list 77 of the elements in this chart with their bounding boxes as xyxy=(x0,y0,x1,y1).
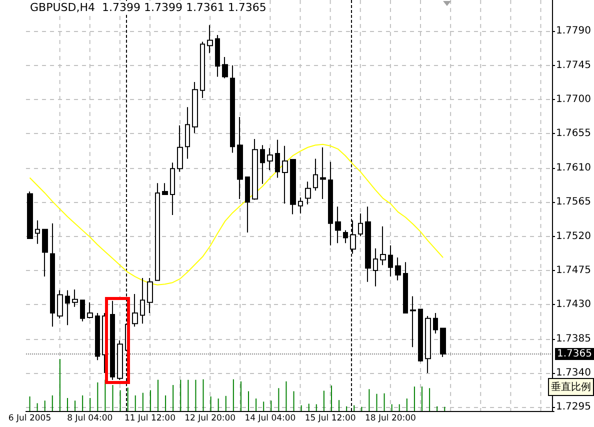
candlestick xyxy=(433,312,438,334)
y-tick-label: 1.7790 xyxy=(556,26,592,37)
candlestick xyxy=(410,296,416,348)
candlestick xyxy=(185,106,190,160)
chart-title: GBPUSD,H4 1.7399 1.7399 1.7361 1.7365 xyxy=(30,1,266,14)
candlestick xyxy=(132,294,138,328)
candlestick xyxy=(403,262,408,314)
candlestick xyxy=(252,138,258,200)
candlestick xyxy=(87,302,93,319)
candlestick xyxy=(192,82,198,134)
annotation: 垂直比例 xyxy=(548,378,594,396)
candlestick xyxy=(343,230,348,244)
x-tick-label: 8 Jul 04:00 xyxy=(67,414,113,424)
x-tick-label: 11 Jul 12:00 xyxy=(124,414,176,424)
candlestick xyxy=(140,278,145,324)
candlestick xyxy=(42,228,48,278)
candlestick xyxy=(72,288,78,308)
y-tick-label: 1.7475 xyxy=(556,264,592,276)
candlestick xyxy=(110,300,115,380)
candlestick xyxy=(27,190,33,240)
candlestick xyxy=(155,182,160,281)
x-tick-label: 18 Jul 20:00 xyxy=(364,414,416,424)
y-tick-label: 1.7610 xyxy=(556,162,592,174)
candlestick xyxy=(117,340,123,380)
ref-line-label: 1.7365 xyxy=(557,348,592,360)
candlestick xyxy=(335,206,341,244)
y-tick-label: 1.7430 xyxy=(556,299,592,310)
candlestick xyxy=(282,145,288,204)
candlestick xyxy=(267,148,273,171)
candlestick xyxy=(215,34,220,78)
candlestick xyxy=(380,226,386,266)
candlestick xyxy=(207,24,213,54)
candlestick xyxy=(80,300,85,322)
candlestick xyxy=(65,290,70,326)
candlestick xyxy=(328,161,333,246)
candlestick xyxy=(35,220,40,244)
y-tick-label: 1.7520 xyxy=(556,230,592,242)
candlestick xyxy=(358,212,363,237)
candlestick xyxy=(230,64,235,154)
y-tick-label: 1.7295 xyxy=(556,402,592,413)
candlestick xyxy=(365,206,371,282)
candlestick xyxy=(350,220,356,254)
candlestick xyxy=(162,182,168,195)
candlestick xyxy=(147,278,153,314)
candlestick xyxy=(440,328,446,358)
candlestick xyxy=(373,248,378,287)
candlestick xyxy=(313,158,318,192)
candlestick xyxy=(177,124,183,172)
candlestick xyxy=(200,41,205,98)
candlestick xyxy=(298,197,303,214)
x-tick-label: 14 Jul 04:00 xyxy=(244,414,296,424)
candlestick xyxy=(320,146,326,200)
candlestick xyxy=(170,162,175,216)
x-tick-label: 12 Jul 20:00 xyxy=(184,414,236,424)
candlestick xyxy=(418,308,423,362)
candlestick xyxy=(275,139,280,178)
candlestick xyxy=(395,257,401,281)
candlestick xyxy=(388,244,393,278)
y-tick-label: 1.7745 xyxy=(556,60,592,71)
y-tick-label: 1.7340 xyxy=(556,368,592,379)
candlestick xyxy=(237,116,243,200)
candlestick xyxy=(222,56,228,79)
candlestick xyxy=(245,176,250,233)
candlestick xyxy=(260,144,265,184)
line-series xyxy=(29,144,444,286)
candlestick xyxy=(290,159,296,215)
x-tick-label: 6 Jul 2005 xyxy=(8,414,52,424)
candlestick xyxy=(57,290,63,319)
y-tick-label: 1.7565 xyxy=(556,196,592,208)
candlestick xyxy=(425,316,431,374)
candlestick xyxy=(95,312,100,361)
candlestick xyxy=(50,222,55,328)
x-tick-label: 15 Jul 12:00 xyxy=(304,414,356,424)
y-tick-label: 1.7655 xyxy=(556,128,592,140)
candlestick xyxy=(305,181,311,205)
y-tick-label: 1.7700 xyxy=(556,94,592,106)
y-tick-label: 1.7385 xyxy=(556,333,592,344)
